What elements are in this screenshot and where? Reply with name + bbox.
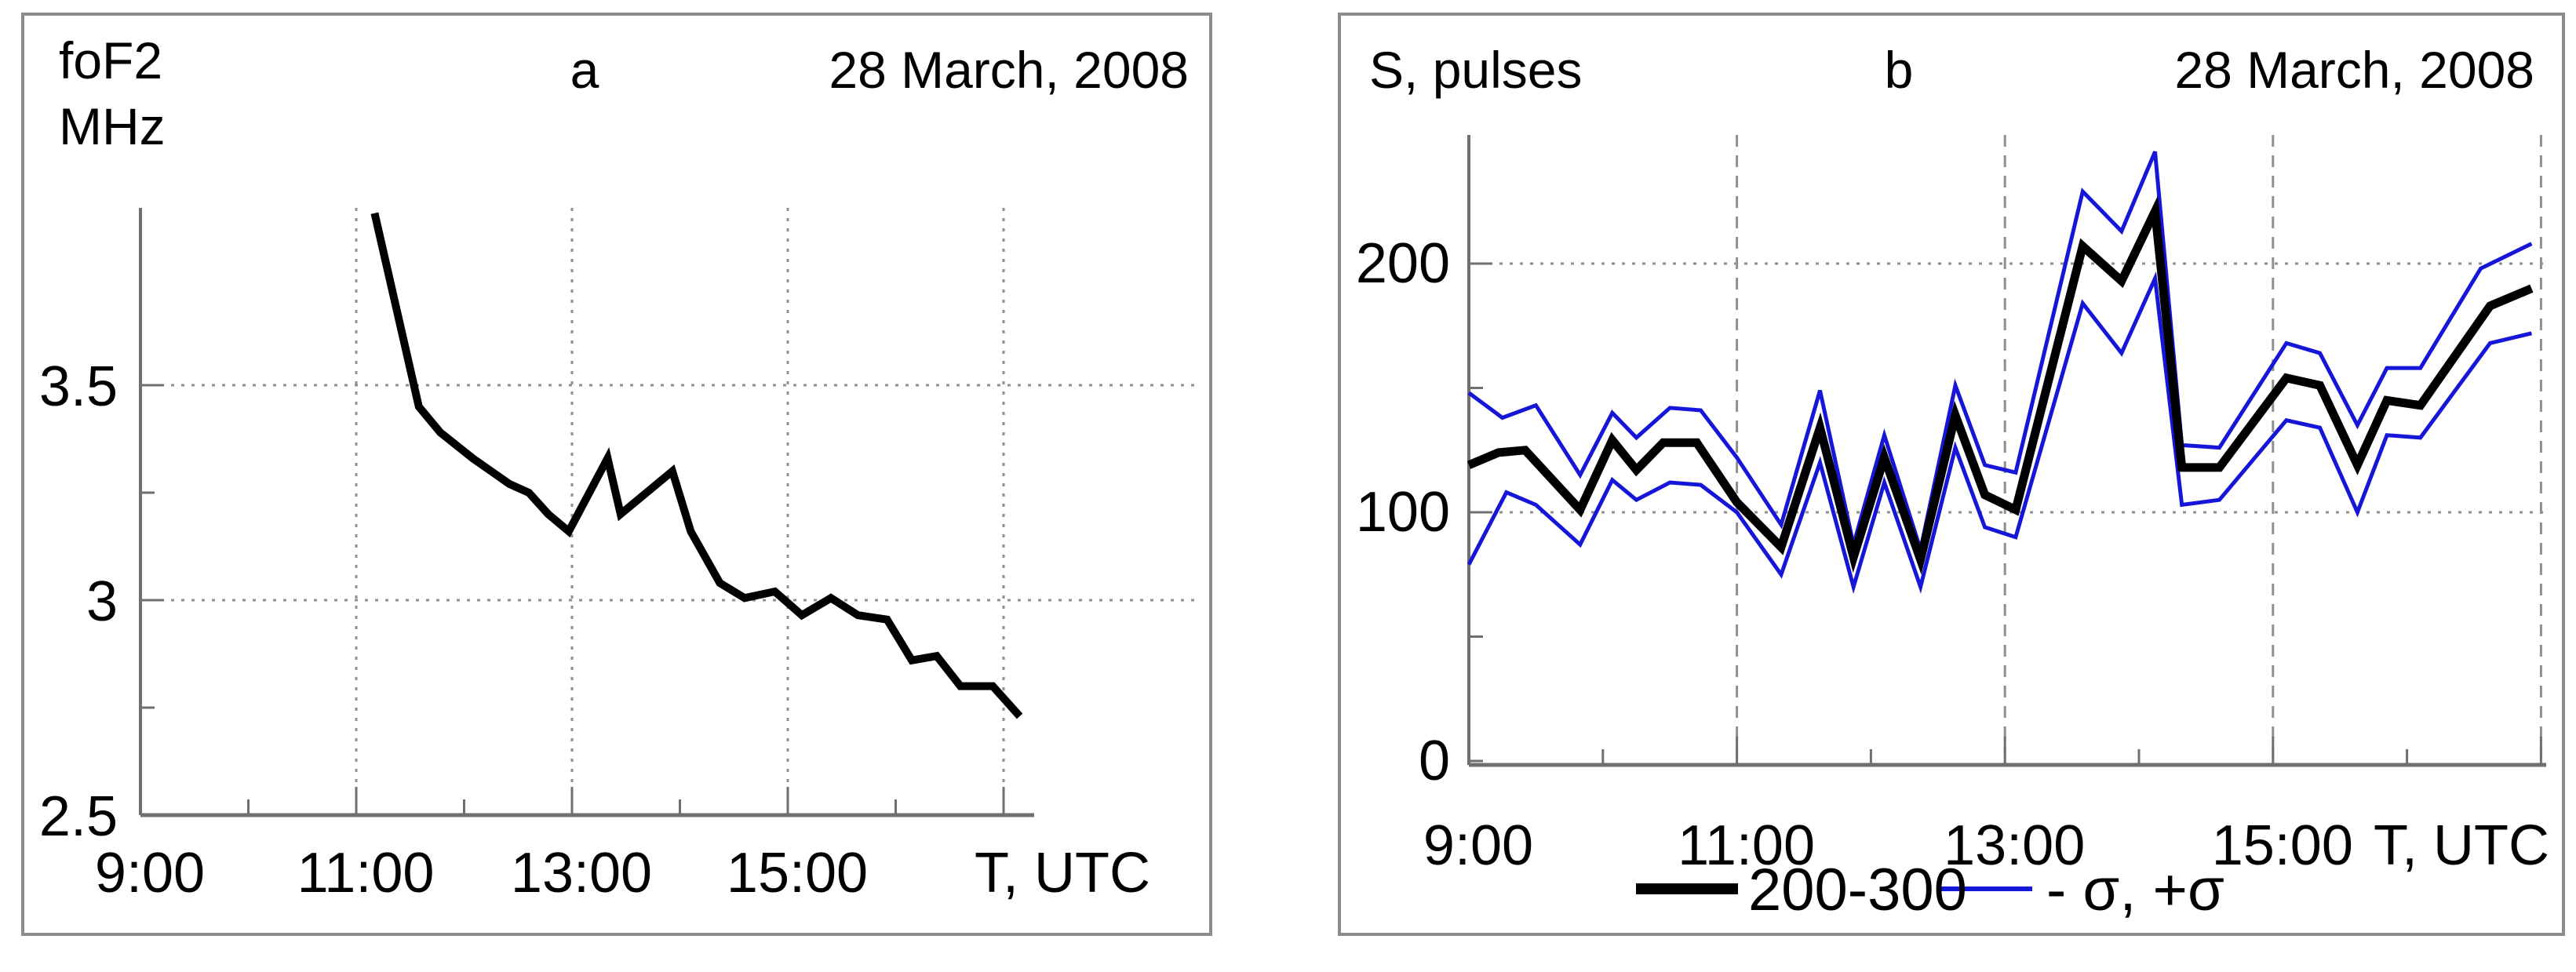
x-tick-label: 13:00 <box>511 842 652 905</box>
panel-b-label: b <box>1885 41 1914 99</box>
panel-a-label: a <box>570 41 599 99</box>
x-tick-label: 15:00 <box>2212 814 2353 877</box>
y-tick-label: 200 <box>1356 232 1450 295</box>
panel-a-border <box>21 13 1212 936</box>
y-tick-label: 0 <box>1419 730 1450 792</box>
y-tick-label: 2.5 <box>39 785 118 848</box>
x-tick-label: 13:00 <box>1944 814 2085 877</box>
x-tick-label: 11:00 <box>1678 814 1815 877</box>
panel-b-border <box>1338 13 2565 936</box>
panel-a-ylabel-line1: foF2 <box>59 31 162 89</box>
y-tick-label: 100 <box>1356 481 1450 544</box>
series-foF2 <box>370 212 1023 719</box>
legend-label-mean: 200-300 <box>1748 857 1967 923</box>
y-tick-label: 3 <box>86 570 118 633</box>
axes-and-ticks <box>139 135 2546 817</box>
panel-b-xlabel: T, UTC <box>2374 814 2549 877</box>
panel-a-xlabel: T, UTC <box>975 842 1150 905</box>
x-tick-label: 11:00 <box>297 842 435 905</box>
x-tick-label: 9:00 <box>1423 814 1533 877</box>
series-200-300 <box>1467 195 2534 575</box>
panel-b-ylabel: S, pulses <box>1369 41 1582 99</box>
x-tick-label: 9:00 <box>95 842 205 905</box>
gridlines <box>140 135 2546 815</box>
data-series <box>370 151 2534 719</box>
y-tick-label: 3.5 <box>39 355 118 418</box>
panel-b-date: 28 March, 2008 <box>2174 41 2534 99</box>
panel-a-date: 28 March, 2008 <box>829 41 1189 99</box>
panel-borders <box>21 13 2565 936</box>
panel-a-ylabel-line2: MHz <box>59 97 166 155</box>
x-tick-label: 15:00 <box>727 842 868 905</box>
tick-labels: 9:00 11:00 13:00 15:003.532.5 9:00 11:00 13:00… <box>39 232 2353 905</box>
series-minus-sigma <box>1467 271 2532 595</box>
series-plus-sigma <box>1467 151 2533 558</box>
legend-label-sigma: - σ, +σ <box>2046 857 2224 923</box>
